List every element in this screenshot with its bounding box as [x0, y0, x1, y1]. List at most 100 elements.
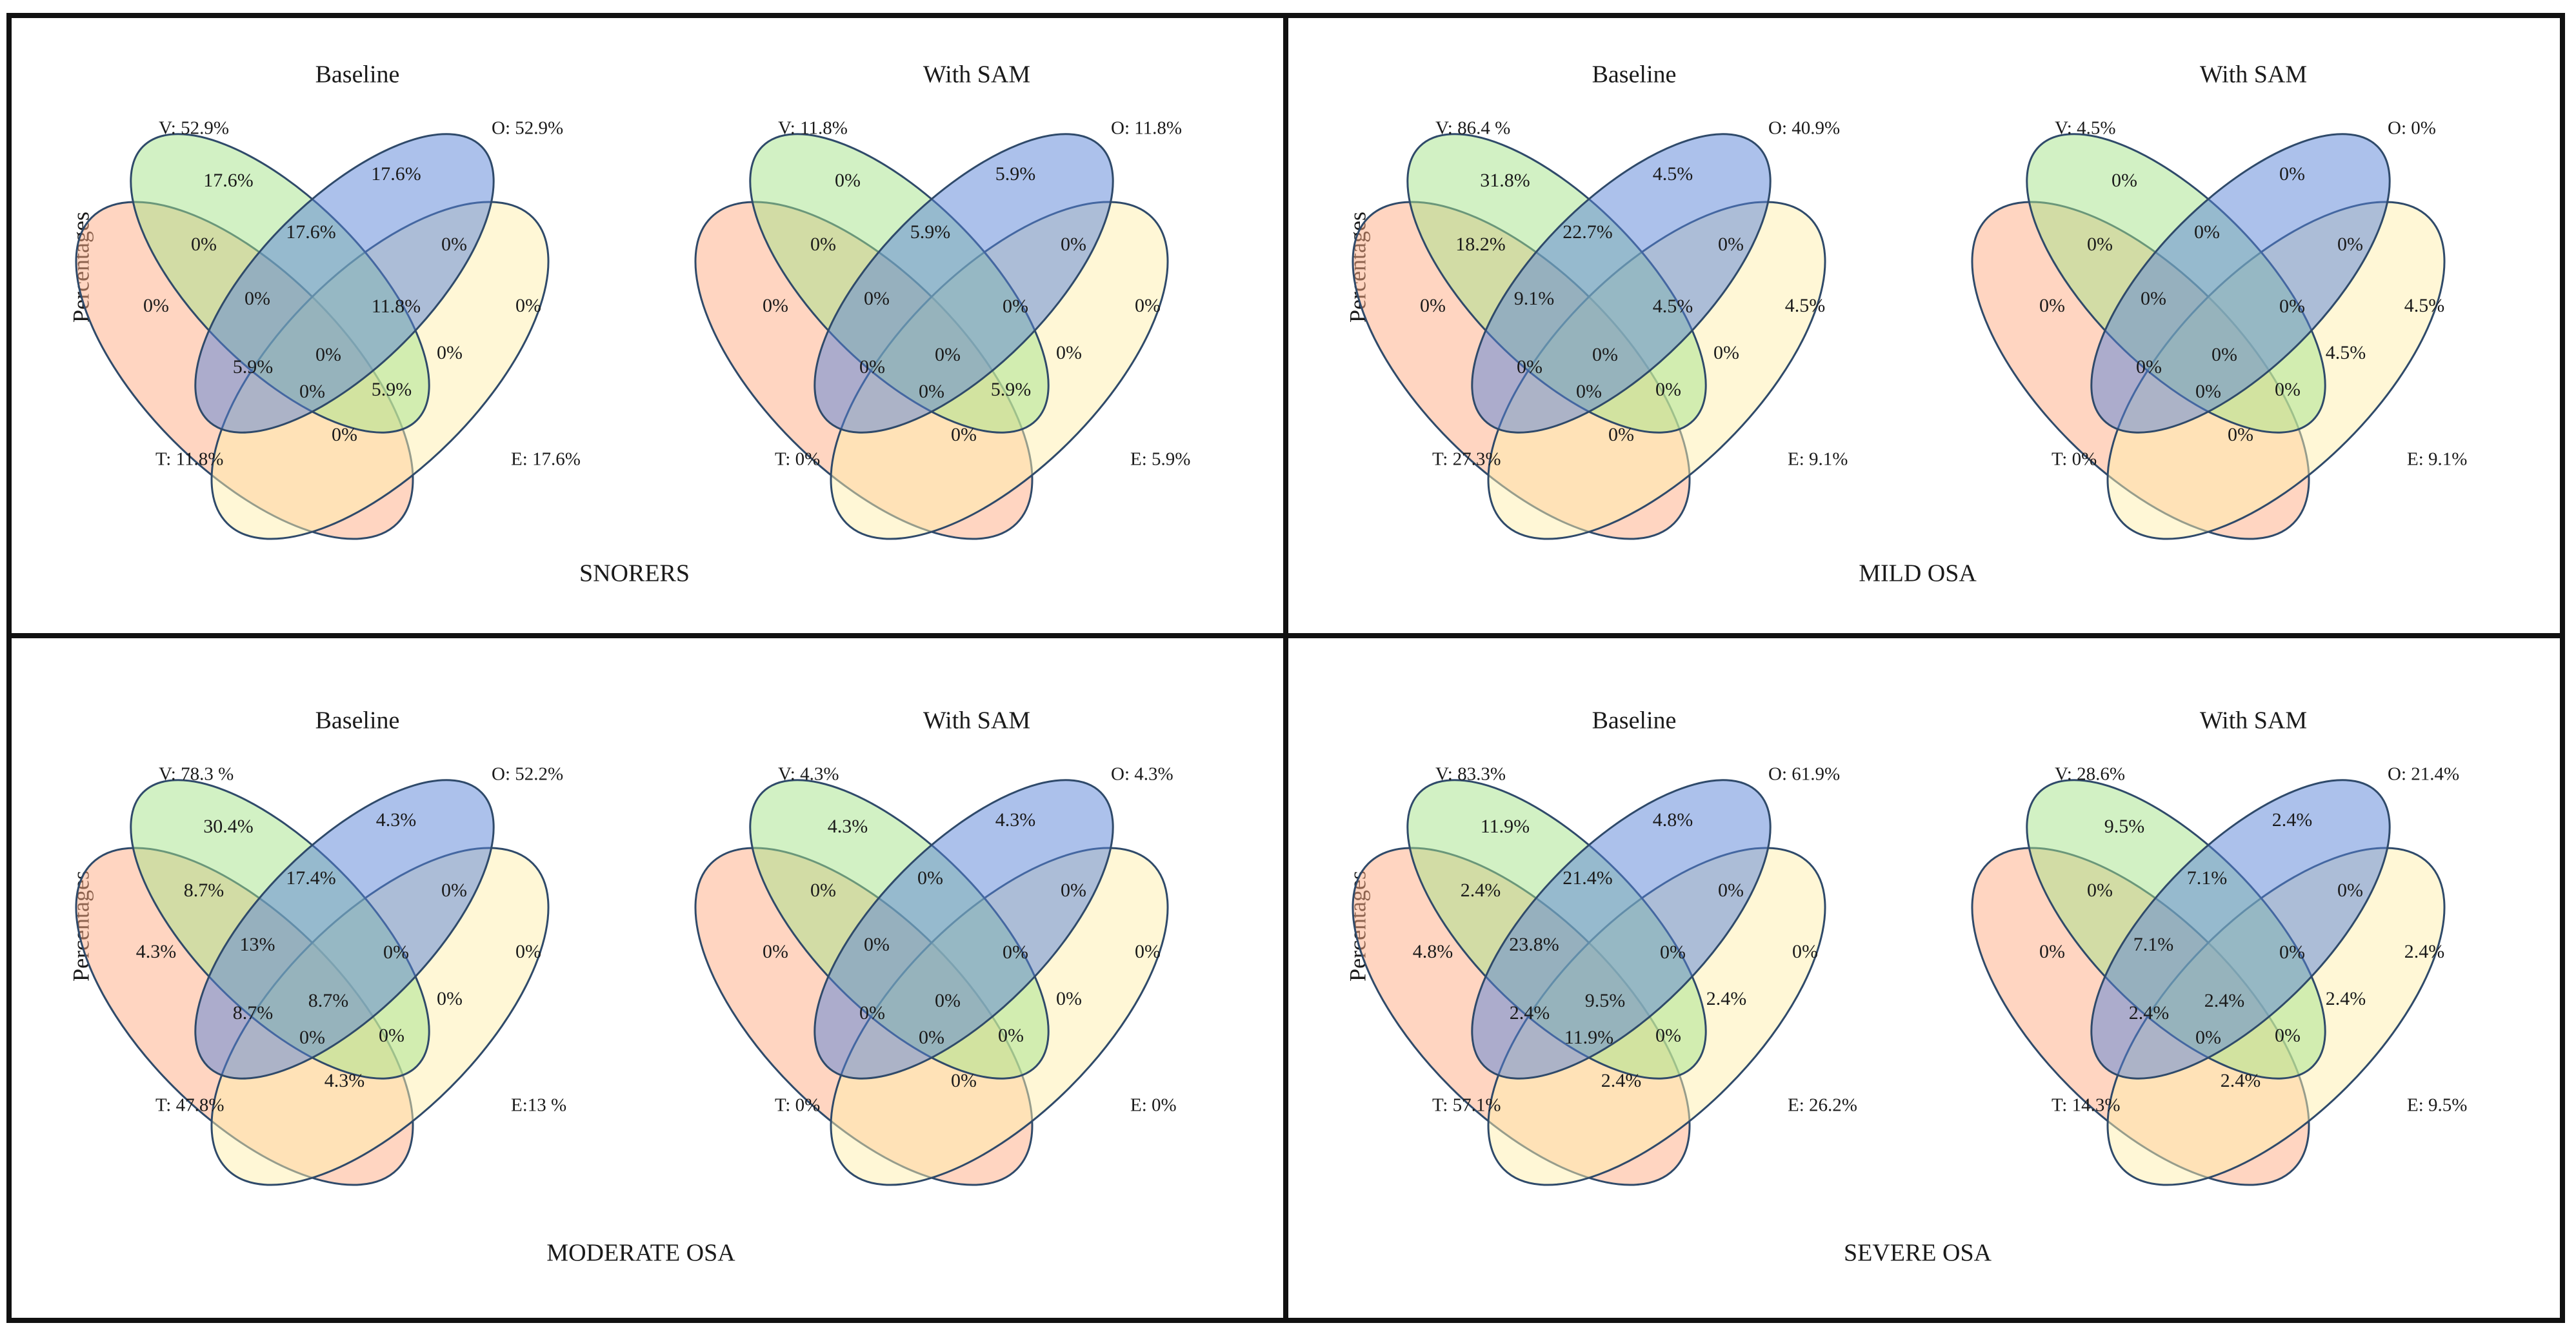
- region-o-value: 4.3%: [376, 809, 417, 831]
- set-o-ellipse: [2090, 133, 2391, 434]
- region-vte-value: 0%: [299, 381, 325, 402]
- region-oe-value: 0%: [2337, 234, 2363, 255]
- region-o-value: 4.8%: [1653, 809, 1693, 831]
- region-vto-value: 9.1%: [1514, 288, 1555, 309]
- region-t-value: 0%: [2039, 941, 2065, 962]
- region-oe-value: 0%: [441, 880, 467, 901]
- region-vtoe-value: 0%: [1592, 344, 1618, 365]
- region-voe-value: 0%: [1003, 296, 1028, 317]
- region-ve-value: 0%: [1056, 342, 1082, 363]
- region-toe-value: 0%: [2275, 379, 2301, 400]
- chart-title: With SAM: [2200, 61, 2307, 88]
- region-oe-value: 0%: [1718, 234, 1744, 255]
- total-e-label: E: 0%: [1130, 1095, 1177, 1116]
- total-e-label: E: 9.1%: [2407, 449, 2467, 470]
- region-ve-value: 0%: [437, 342, 463, 363]
- venn-baseline: Baseline 17.6% 17.6% 0% 0% 17.6% 0% 0% 0% 11.8% 0%…: [75, 61, 581, 540]
- total-t-label: T: 57.1%: [1432, 1095, 1501, 1116]
- region-t-value: 0%: [1420, 295, 1446, 316]
- total-e-label: E: 26.2%: [1788, 1095, 1857, 1116]
- region-oe-value: 0%: [1061, 234, 1086, 255]
- region-voe-value: 0%: [1003, 942, 1028, 963]
- region-te-value: 4.3%: [324, 1070, 365, 1091]
- region-to-value: 8.7%: [233, 1002, 274, 1024]
- chart-title: With SAM: [923, 61, 1030, 88]
- region-vt-value: 2.4%: [1461, 880, 1501, 901]
- region-vto-value: 0%: [864, 934, 890, 955]
- region-vo-value: 17.6%: [286, 221, 336, 243]
- total-o-label: O: 4.3%: [1111, 764, 1173, 785]
- region-toe-value: 0%: [2275, 1025, 2301, 1046]
- region-e-value: 0%: [1135, 295, 1161, 316]
- panel-snorers: PercentagesSNORERSBaseline17.6%17.6%0%0%…: [68, 61, 1190, 587]
- total-t-label: T: 0%: [2052, 449, 2097, 470]
- region-toe-value: 5.9%: [991, 379, 1032, 400]
- total-t-label: T: 27.3%: [1432, 449, 1501, 470]
- total-t-label: T: 47.8%: [155, 1095, 224, 1116]
- region-vo-value: 0%: [917, 867, 943, 889]
- set-o-ellipse: [814, 133, 1114, 434]
- region-to-value: 0%: [859, 1002, 885, 1024]
- set-o-ellipse: [194, 779, 495, 1080]
- region-v-value: 11.9%: [1481, 816, 1530, 837]
- region-vto-value: 0%: [245, 288, 270, 309]
- region-ve-value: 0%: [437, 988, 463, 1009]
- chart-title: With SAM: [923, 707, 1030, 734]
- region-e-value: 4.5%: [1785, 295, 1826, 316]
- region-toe-value: 0%: [998, 1025, 1024, 1046]
- set-o-ellipse: [814, 779, 1114, 1080]
- region-voe-value: 0%: [1660, 942, 1686, 963]
- region-te-value: 2.4%: [1601, 1070, 1642, 1091]
- panel-title: SEVERE OSA: [1844, 1240, 1992, 1267]
- region-o-value: 5.9%: [995, 163, 1036, 185]
- region-t-value: 0%: [763, 295, 788, 316]
- venn-with-sam: With SAM 4.3% 4.3% 0% 0% 0% 0% 0% 0% 0% 0% 0% 0% 0% 0%…: [694, 707, 1177, 1186]
- region-toe-value: 5.9%: [372, 379, 412, 400]
- region-oe-value: 0%: [441, 234, 467, 255]
- region-vte-value: 0%: [2195, 381, 2221, 402]
- region-vt-value: 0%: [2087, 880, 2113, 901]
- venn-with-sam: With SAM 0% 0% 0% 4.5% 0% 0% 0% 0% 0% 4.5% 0% 0% 0% 0%…: [1971, 61, 2467, 540]
- venn-baseline: Baseline 30.4% 4.3% 4.3% 0% 17.4% 8.7% 0% 13% 0% 0…: [75, 707, 566, 1186]
- region-e-value: 2.4%: [2404, 941, 2445, 962]
- region-vo-value: 21.4%: [1563, 867, 1613, 889]
- region-vto-value: 13%: [240, 934, 275, 955]
- total-t-label: T: 14.3%: [2052, 1095, 2120, 1116]
- region-v-value: 0%: [835, 170, 861, 191]
- chart-title: Baseline: [315, 707, 400, 734]
- region-ve-value: 2.4%: [2326, 988, 2366, 1009]
- region-vo-value: 7.1%: [2187, 867, 2228, 889]
- region-vte-value: 0%: [299, 1027, 325, 1048]
- total-o-label: O: 52.2%: [492, 764, 563, 785]
- region-to-value: 2.4%: [2129, 1002, 2170, 1024]
- region-vo-value: 5.9%: [910, 221, 951, 243]
- chart-title: Baseline: [1592, 707, 1677, 734]
- total-e-label: E: 5.9%: [1130, 449, 1190, 470]
- total-v-label: V: 78.3 %: [159, 764, 234, 785]
- panel-title: MILD OSA: [1859, 560, 1977, 587]
- region-t-value: 4.8%: [1413, 941, 1453, 962]
- region-o-value: 4.5%: [1653, 163, 1693, 185]
- region-vo-value: 0%: [2194, 221, 2220, 243]
- total-v-label: V: 11.8%: [778, 118, 848, 139]
- region-voe-value: 4.5%: [1653, 296, 1693, 317]
- total-v-label: V: 86.4 %: [1435, 118, 1510, 139]
- region-e-value: 0%: [515, 295, 541, 316]
- region-t-value: 0%: [763, 941, 788, 962]
- region-voe-value: 11.8%: [372, 296, 421, 317]
- venn-baseline: Baseline 11.9% 4.8% 4.8% 0% 21.4% 2.4% 0% 23.8% 0…: [1352, 707, 1857, 1186]
- region-voe-value: 0%: [383, 942, 409, 963]
- region-o-value: 0%: [2279, 163, 2305, 185]
- region-vt-value: 18.2%: [1455, 234, 1506, 255]
- region-vtoe-value: 2.4%: [2204, 990, 2245, 1011]
- region-to-value: 0%: [2136, 356, 2162, 378]
- total-t-label: T: 11.8%: [155, 449, 223, 470]
- region-v-value: 31.8%: [1480, 170, 1530, 191]
- region-v-value: 0%: [2112, 170, 2137, 191]
- region-to-value: 0%: [1517, 356, 1543, 378]
- region-ve-value: 4.5%: [2326, 342, 2366, 363]
- region-vt-value: 8.7%: [184, 880, 225, 901]
- region-vt-value: 0%: [810, 234, 836, 255]
- region-vtoe-value: 0%: [2212, 344, 2237, 365]
